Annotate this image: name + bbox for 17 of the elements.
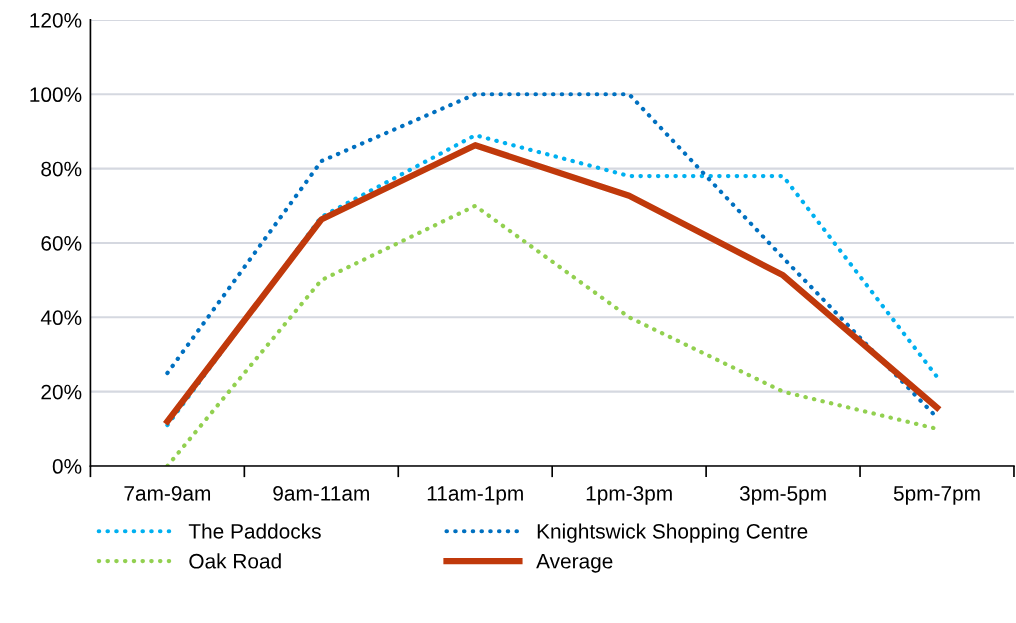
x-tick-label: 11am-1pm	[427, 486, 523, 505]
y-tick-label: 0%	[52, 459, 82, 474]
y-tick-label: 20%	[41, 384, 82, 400]
x-tick-label: 5pm-7pm	[893, 486, 980, 505]
legend-label: The Paddocks	[188, 523, 321, 539]
y-tick-label: 100%	[30, 87, 82, 103]
legend-label: Average	[536, 554, 613, 573]
y-tick-label: 120%	[30, 12, 82, 28]
x-tick-label: 3pm-5pm	[739, 486, 826, 505]
legend-label: Knightswick Shopping Centre	[537, 523, 808, 543]
y-tick-label: 60%	[41, 235, 82, 251]
x-tick-label: 7am-9am	[124, 486, 211, 501]
y-tick-label: 40%	[40, 310, 82, 326]
legend-label: Oak Road	[189, 553, 281, 569]
y-tick-label: 80%	[41, 161, 82, 177]
x-tick-label: 1pm-3pm	[586, 486, 672, 505]
x-tick-label: 9am-11am	[273, 486, 369, 501]
